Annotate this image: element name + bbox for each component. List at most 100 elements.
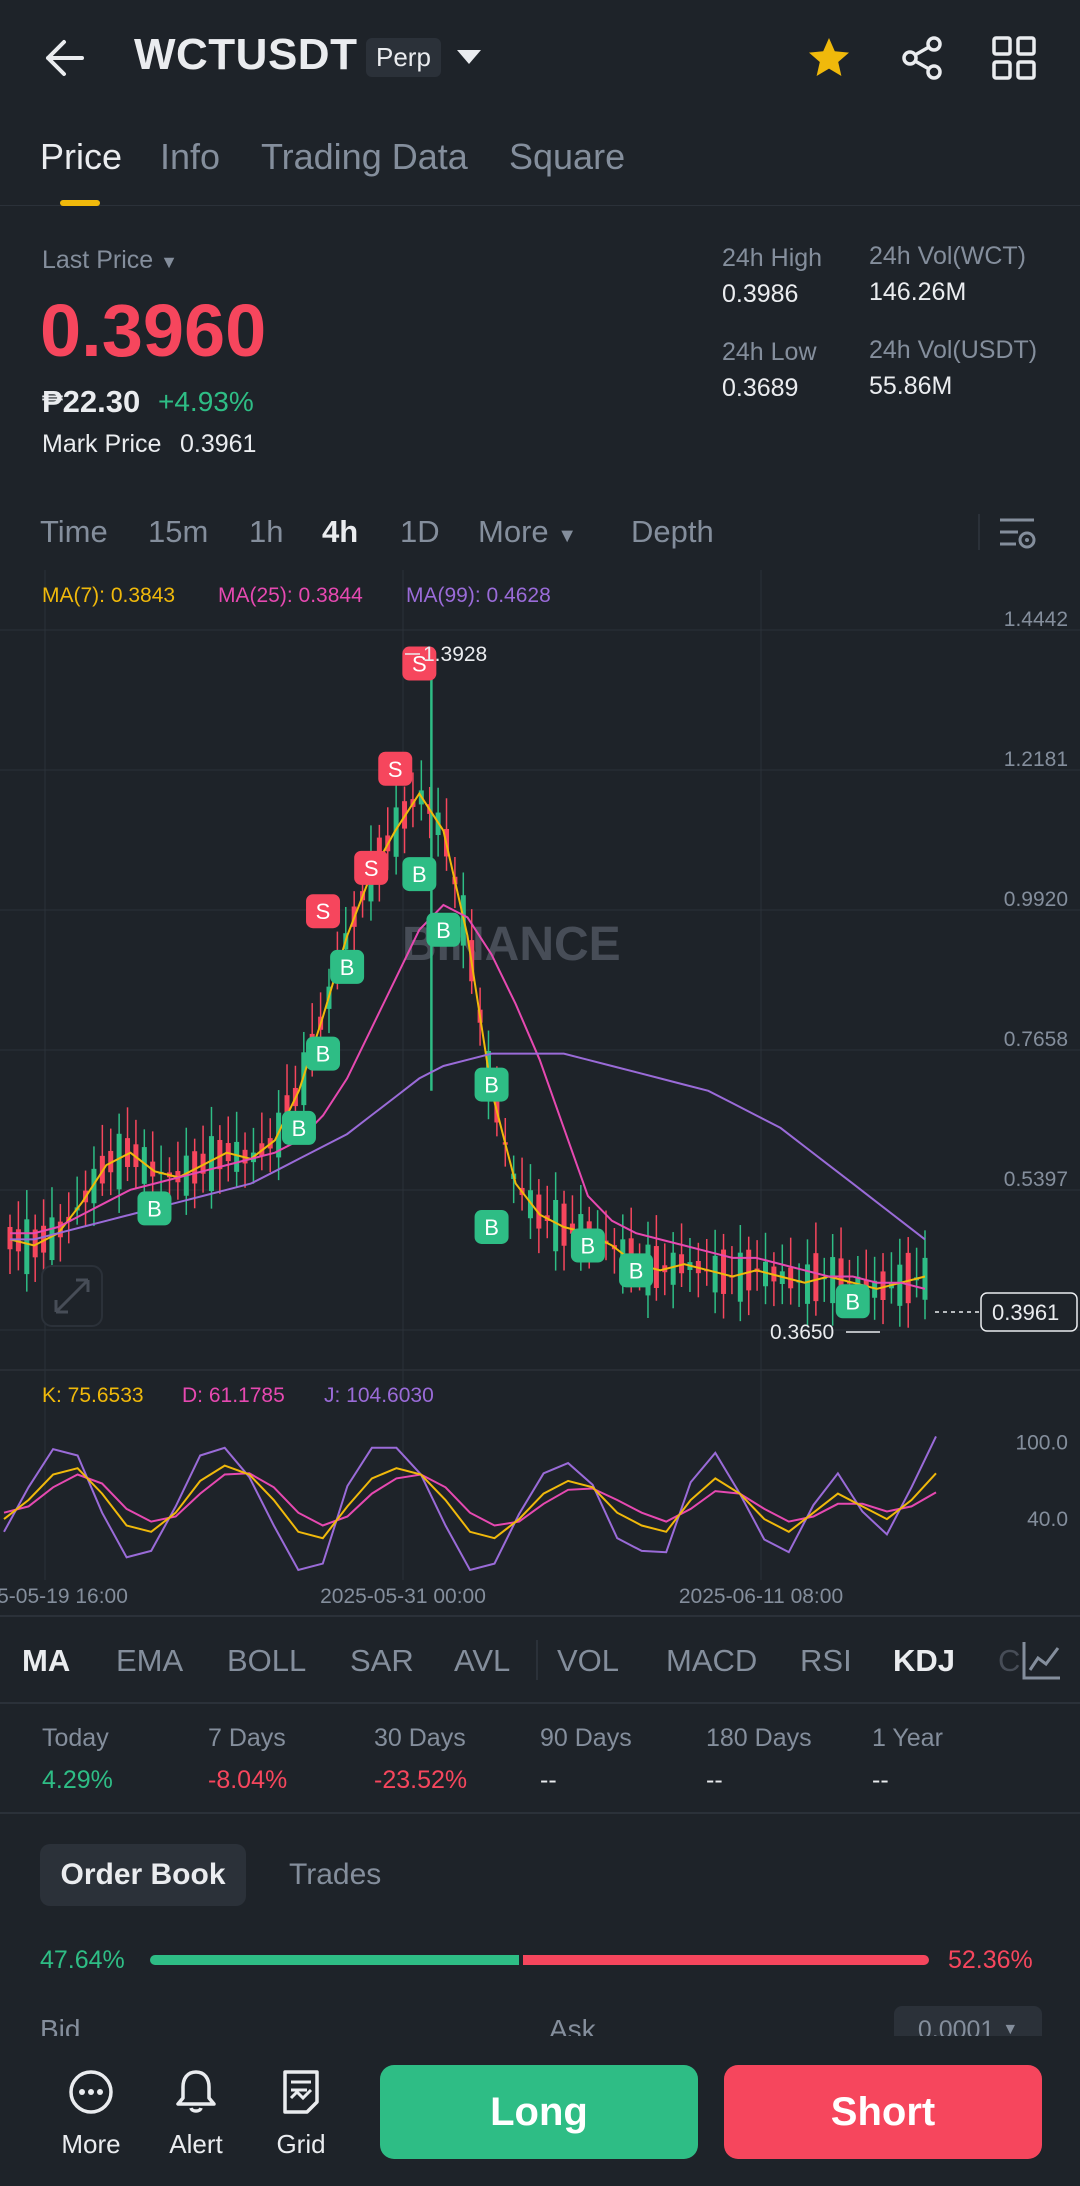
- buy-marker: B: [137, 1191, 172, 1226]
- indicator-divider: [536, 1640, 538, 1680]
- marker-badge: [330, 949, 365, 984]
- candle-body: [7, 1226, 13, 1250]
- tab-square[interactable]: Square: [509, 136, 626, 177]
- buy-marker: B: [619, 1253, 654, 1288]
- indicator-kdj[interactable]: KDJ: [893, 1643, 956, 1678]
- candle-body: [41, 1225, 47, 1253]
- marker-label: B: [484, 1215, 499, 1240]
- indicator-avl[interactable]: AVL: [454, 1643, 511, 1678]
- vol-base-label: 24h Vol(WCT): [869, 242, 1026, 270]
- ma25-legend: MA(25): 0.3844: [218, 584, 363, 607]
- indicator-rsi[interactable]: RSI: [800, 1643, 852, 1678]
- grid-icon[interactable]: [990, 34, 1038, 82]
- share-icon[interactable]: [898, 34, 946, 82]
- symbol-title[interactable]: WCTUSDT: [134, 30, 358, 79]
- star-icon[interactable]: [804, 34, 854, 82]
- candle-body: [393, 807, 399, 857]
- candle-body: [788, 1267, 794, 1289]
- back-arrow-icon[interactable]: [42, 38, 86, 78]
- grid-button[interactable]: Grid: [256, 2068, 346, 2160]
- indicator-macd[interactable]: MACD: [666, 1643, 758, 1678]
- indicator-sar[interactable]: SAR: [350, 1643, 414, 1678]
- perf-label-today: Today: [42, 1724, 109, 1752]
- indicator-boll[interactable]: BOLL: [227, 1643, 307, 1678]
- marker-label: S: [316, 899, 331, 924]
- sell-marker: S: [378, 751, 413, 786]
- candle-body: [234, 1141, 240, 1172]
- timeframe-15m[interactable]: 15m: [148, 514, 209, 549]
- alert-button[interactable]: Alert: [151, 2068, 241, 2160]
- kdj-k-line: [3, 1464, 937, 1540]
- candle-body: [897, 1264, 903, 1306]
- more-label: More: [61, 2129, 121, 2159]
- active-tab-indicator: [60, 200, 100, 206]
- perf-value-90d: --: [540, 1766, 557, 1794]
- ask-percent: 52.36%: [948, 1946, 1033, 1974]
- vol-quote-label: 24h Vol(USDT): [869, 336, 1038, 364]
- tab-trades[interactable]: Trades: [289, 1858, 382, 1891]
- y-tick-label: 1.2181: [1004, 748, 1068, 771]
- perf-label-7d: 7 Days: [208, 1724, 286, 1752]
- timeframe-1h[interactable]: 1h: [249, 514, 284, 549]
- kdj-tick-label: 100.0: [1015, 1432, 1068, 1455]
- indicator-ma[interactable]: MA: [22, 1643, 71, 1678]
- marker-badge: [137, 1191, 172, 1226]
- marker-label: B: [316, 1042, 331, 1067]
- long-button[interactable]: Long: [380, 2065, 698, 2159]
- alert-label: Alert: [169, 2129, 223, 2159]
- tab-orderbook[interactable]: Order Book: [40, 1844, 246, 1906]
- chevron-down-icon[interactable]: [455, 48, 483, 68]
- kdj-d-legend: D: 61.1785: [182, 1384, 285, 1407]
- indicator-vol[interactable]: VOL: [557, 1643, 620, 1678]
- bid-percent: 47.64%: [40, 1946, 125, 1974]
- candle-body: [536, 1194, 542, 1229]
- candle-body: [737, 1252, 743, 1302]
- timeframe-depth[interactable]: Depth: [631, 514, 714, 549]
- perf-value-30d: -23.52%: [374, 1766, 468, 1794]
- buy-marker: B: [570, 1228, 605, 1263]
- x-tick-label: 2025-06-11 08:00: [679, 1585, 843, 1608]
- candle-body: [133, 1144, 139, 1168]
- chart-settings-icon[interactable]: [996, 514, 1038, 552]
- kdj-d-line: [3, 1472, 937, 1527]
- candle-body: [24, 1219, 30, 1275]
- ask-ratio-fill: [523, 1955, 929, 1965]
- marker-label: B: [484, 1073, 499, 1098]
- last-price-value: 0.3960: [40, 289, 267, 372]
- buy-marker: B: [281, 1110, 316, 1145]
- indicator-settings-icon[interactable]: [1020, 1638, 1064, 1682]
- kdj-j-line: [3, 1435, 937, 1572]
- timeframe-time[interactable]: Time: [40, 514, 108, 549]
- indicator-ema[interactable]: EMA: [116, 1643, 184, 1678]
- marker-badge: [474, 1209, 509, 1244]
- ma7-legend: MA(7): 0.3843: [42, 584, 175, 607]
- perf-label-180d: 180 Days: [706, 1724, 812, 1752]
- marker-badge: [306, 1036, 341, 1071]
- perf-value-today: 4.29%: [42, 1766, 113, 1794]
- timeframe-4h[interactable]: 4h: [322, 514, 359, 549]
- expand-icon[interactable]: [41, 1265, 103, 1327]
- timeframe-1d[interactable]: 1D: [400, 514, 440, 549]
- more-button[interactable]: More: [46, 2068, 136, 2160]
- mark-price-label: Mark Price: [42, 430, 162, 458]
- perf-label-90d: 90 Days: [540, 1724, 632, 1752]
- perf-label-1y: 1 Year: [872, 1724, 943, 1752]
- marker-label: B: [581, 1234, 596, 1259]
- candle-body: [746, 1249, 752, 1291]
- tab-info[interactable]: Info: [160, 136, 221, 177]
- current-price-text: 0.3961: [992, 1300, 1059, 1325]
- tab-price[interactable]: Price: [40, 136, 123, 177]
- tab-trading-data[interactable]: Trading Data: [261, 136, 468, 177]
- kdj-j-legend: J: 104.6030: [324, 1384, 434, 1407]
- marker-badge: [619, 1253, 654, 1288]
- indicator-c[interactable]: C: [998, 1643, 1021, 1678]
- candle-body: [553, 1199, 559, 1252]
- short-button[interactable]: Short: [724, 2065, 1042, 2159]
- last-price-label[interactable]: Last Price ▼: [42, 246, 178, 274]
- mark-price-value: 0.3961: [180, 430, 257, 458]
- header-bar: WCTUSDT Perp: [0, 0, 1080, 118]
- contract-type-badge: Perp: [366, 38, 441, 77]
- timeframe-more[interactable]: More ▼: [478, 514, 578, 549]
